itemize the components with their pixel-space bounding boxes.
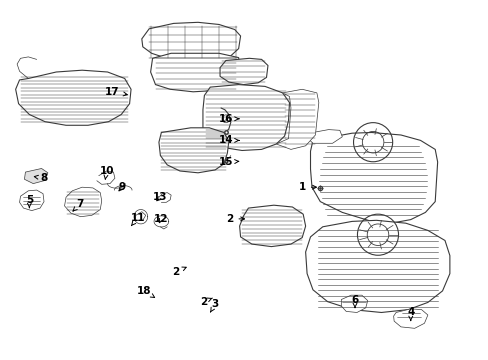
Text: 18: 18 bbox=[137, 286, 154, 298]
Text: 17: 17 bbox=[105, 87, 127, 97]
Text: 14: 14 bbox=[218, 135, 239, 145]
Text: 2: 2 bbox=[200, 297, 212, 307]
Polygon shape bbox=[159, 128, 228, 173]
Polygon shape bbox=[239, 205, 305, 247]
Text: 3: 3 bbox=[210, 299, 218, 312]
Polygon shape bbox=[341, 295, 367, 312]
Polygon shape bbox=[142, 22, 240, 62]
Polygon shape bbox=[16, 70, 131, 125]
Polygon shape bbox=[307, 130, 342, 143]
Polygon shape bbox=[305, 220, 449, 312]
Text: 1: 1 bbox=[298, 182, 316, 192]
Polygon shape bbox=[64, 187, 102, 217]
Polygon shape bbox=[20, 190, 44, 211]
Text: 15: 15 bbox=[218, 157, 239, 167]
Polygon shape bbox=[220, 58, 267, 85]
Text: 6: 6 bbox=[351, 294, 358, 307]
Polygon shape bbox=[24, 168, 48, 184]
Polygon shape bbox=[203, 85, 289, 150]
Text: 4: 4 bbox=[406, 307, 414, 320]
Text: 8: 8 bbox=[34, 173, 47, 183]
Text: 9: 9 bbox=[119, 182, 125, 192]
Text: 13: 13 bbox=[153, 192, 167, 202]
Text: 10: 10 bbox=[99, 166, 114, 179]
Polygon shape bbox=[150, 53, 240, 92]
Text: 11: 11 bbox=[130, 213, 145, 226]
Text: 12: 12 bbox=[154, 214, 168, 224]
Polygon shape bbox=[393, 309, 427, 328]
Text: 2: 2 bbox=[226, 214, 244, 224]
Text: 5: 5 bbox=[26, 195, 33, 208]
Polygon shape bbox=[310, 132, 437, 223]
Text: 2: 2 bbox=[172, 267, 186, 277]
Text: 7: 7 bbox=[73, 199, 83, 211]
Polygon shape bbox=[276, 89, 318, 149]
Text: 16: 16 bbox=[218, 114, 239, 124]
